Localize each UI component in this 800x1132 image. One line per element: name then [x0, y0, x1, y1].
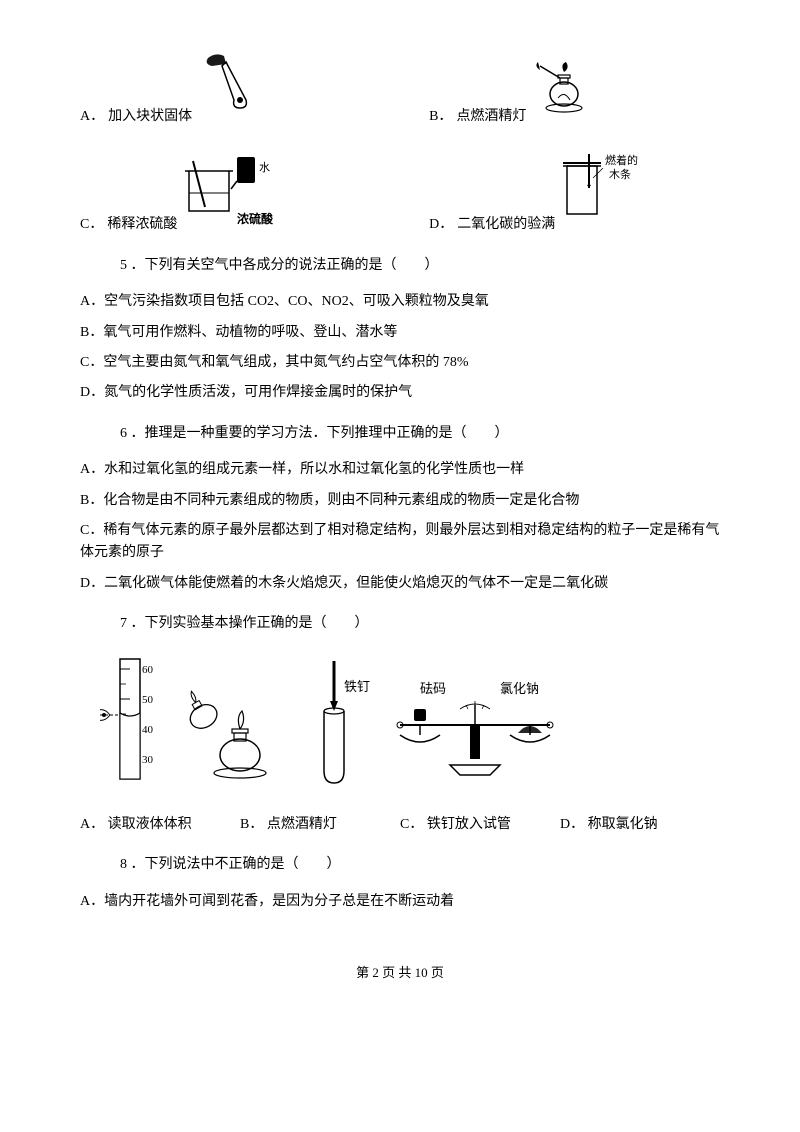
q5-A: A．空气污染指数项目包括 CO2、CO、NO2、可吸入颗粒物及臭氧 [80, 291, 720, 313]
q7-D-label: D． [560, 817, 584, 832]
q4-B-text: 点燃酒精灯 [456, 106, 526, 128]
svg-text:砝码: 砝码 [420, 681, 446, 696]
q4-C-label: C． [80, 214, 103, 236]
q5-C: C．空气主要由氮气和氧气组成，其中氮气约占空气体积的 78% [80, 352, 720, 374]
q4-B-label: B． [429, 106, 452, 128]
q7-options: A． 读取液体体积 B． 点燃酒精灯 C． 铁钉放入试管 D． 称取氯化钠 [80, 814, 720, 836]
q6-D: D．二氧化碳气体能使燃着的木条火焰熄灭，但能使火焰熄灭的气体不一定是二氧化碳 [80, 573, 720, 595]
q4-D-img-label2: 木条 [609, 167, 631, 181]
q7-A-label: A． [80, 817, 104, 832]
svg-text:铁钉: 铁钉 [344, 679, 370, 694]
q6-A: A．水和过氧化氢的组成元素一样，所以水和过氧化氢的化学性质也一样 [80, 459, 720, 481]
q7-D-text: 称取氯化钠 [588, 817, 658, 832]
q7-B-text: 点燃酒精灯 [267, 817, 337, 832]
svg-text:60: 60 [142, 664, 154, 676]
q4-C-acid-label: 浓硫酸 [237, 211, 274, 226]
q4-A-text: 加入块状固体 [108, 106, 192, 128]
svg-text:40: 40 [142, 724, 154, 736]
q4-D-text: 二氧化碳的验满 [457, 214, 555, 236]
q4-D-label: D． [429, 214, 453, 236]
q8-stem: 8 ．下列说法中不正确的是（ ） [120, 854, 720, 876]
q7-A-text: 读取液体体积 [108, 817, 192, 832]
q6-C: C．稀有气体元素的原子最外层都达到了相对稳定结构，则最外层达到相对稳定结构的粒子… [80, 520, 720, 565]
q4-D-img-label1: 燃着的 [605, 153, 638, 167]
q4-C-text: 稀释浓硫酸 [107, 214, 177, 236]
q7-C-text: 铁钉放入试管 [427, 817, 511, 832]
q4-B-diagram [530, 60, 590, 128]
q4-C-diagram: 水 浓硫酸 [181, 153, 291, 236]
q6-B: B．化合物是由不同种元素组成的物质，则由不同种元素组成的物质一定是化合物 [80, 490, 720, 512]
q4-A-diagram [196, 50, 266, 128]
q4-C-water-label: 水 [259, 161, 270, 174]
q8-A: A．墙内开花墙外可闻到花香，是因为分子总是在不断运动着 [80, 891, 720, 913]
q4-row1: A． 加入块状固体 B． 点燃酒精灯 [80, 50, 720, 128]
q7-B-label: B． [240, 817, 263, 832]
q4-A-label: A． [80, 106, 104, 128]
q7-C-label: C． [400, 817, 423, 832]
q7-diagram: 60 50 40 30 [100, 655, 720, 803]
q4-row2: C． 稀释浓硫酸 水 浓硫酸 D． 二氧化 [80, 148, 720, 236]
svg-text:50: 50 [142, 694, 154, 706]
q4-D-diagram: 燃着的 木条 [559, 148, 654, 236]
page-footer: 第 2 页 共 10 页 [80, 963, 720, 984]
svg-text:氯化钠: 氯化钠 [500, 681, 539, 696]
q5-stem: 5 ．下列有关空气中各成分的说法正确的是（ ） [120, 255, 720, 277]
q5-D: D．氮气的化学性质活泼，可用作焊接金属时的保护气 [80, 382, 720, 404]
svg-text:30: 30 [142, 754, 154, 766]
q7-stem: 7 ．下列实验基本操作正确的是（ ） [120, 613, 720, 635]
q5-B: B．氧气可用作燃料、动植物的呼吸、登山、潜水等 [80, 322, 720, 344]
q6-stem: 6 ．推理是一种重要的学习方法．下列推理中正确的是（ ） [120, 423, 720, 445]
